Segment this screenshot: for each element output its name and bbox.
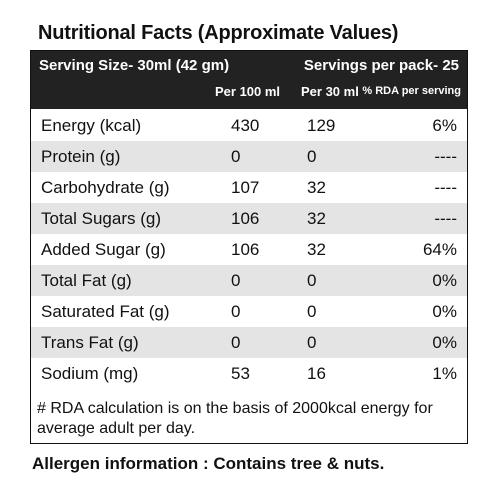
nutrient-name: Total Sugars (g) xyxy=(41,209,161,228)
nutrient-value: 32 xyxy=(307,178,326,197)
table-row: Protein (g) 0 0 ---- xyxy=(31,141,467,172)
table-row: Added Sugar (g) 106 32 64% xyxy=(31,234,467,265)
table-row: Total Sugars (g) 106 32 ---- xyxy=(31,203,467,234)
nutrient-value: 0 xyxy=(231,302,241,321)
table-row: Energy (kcal) 430 129 6% xyxy=(31,110,467,141)
serving-size: Serving Size- 30ml (42 gm) xyxy=(39,57,230,74)
nutrient-value: 32 xyxy=(307,240,326,259)
nutrient-value: 0 xyxy=(231,147,241,166)
table-row: Saturated Fat (g) 0 0 0% xyxy=(31,296,467,327)
column-header: Per 100 ml xyxy=(215,84,281,99)
nutrient-value: ---- xyxy=(434,147,457,166)
footnote: # RDA calculation is on the basis of 200… xyxy=(37,400,433,437)
table-row: Total Fat (g) 0 0 0% xyxy=(31,265,467,296)
nutrient-value: 0 xyxy=(307,147,317,166)
nutrient-name: Trans Fat (g) xyxy=(41,333,139,352)
servings-per-pack: Servings per pack- 25 xyxy=(303,57,459,74)
table-header: Serving Size- 30ml (42 gm) Servings per … xyxy=(31,51,467,109)
nutrient-value: 53 xyxy=(231,364,250,383)
column-header: % RDA per serving xyxy=(362,85,461,97)
nutrient-name: Protein (g) xyxy=(41,147,121,166)
nutrient-value: 106 xyxy=(231,240,260,259)
nutrient-name: Saturated Fat (g) xyxy=(41,302,170,321)
nutrient-value: 430 xyxy=(231,116,260,135)
nutrient-name: Energy (kcal) xyxy=(41,116,142,135)
title: Nutritional Facts (Approximate Values) xyxy=(38,22,399,44)
nutrient-value: 32 xyxy=(307,209,326,228)
nutrition-table: Serving Size- 30ml (42 gm) Servings per … xyxy=(30,50,468,444)
nutrient-name: Sodium (mg) xyxy=(41,364,139,383)
table-row: Sodium (mg) 53 16 1% xyxy=(31,358,467,389)
nutrient-value: 0 xyxy=(307,302,317,321)
nutrient-value: 129 xyxy=(307,116,336,135)
nutrient-value: 0 xyxy=(307,333,317,352)
nutrient-value: ---- xyxy=(434,178,457,197)
nutrient-name: Added Sugar (g) xyxy=(41,240,166,259)
table-row: Trans Fat (g) 0 0 0% xyxy=(31,327,467,358)
nutrient-value: 0 xyxy=(231,333,241,352)
nutrient-value: 0% xyxy=(432,333,457,352)
table-row: Carbohydrate (g) 107 32 ---- xyxy=(31,172,467,203)
nutrient-value: 107 xyxy=(231,178,260,197)
nutrient-name: Carbohydrate (g) xyxy=(41,178,170,197)
nutrient-value: ---- xyxy=(434,209,457,228)
nutrient-value: 0% xyxy=(432,302,457,321)
nutrient-value: 16 xyxy=(307,364,326,383)
nutrient-value: 1% xyxy=(432,364,457,383)
nutrient-value: 0% xyxy=(432,271,457,290)
allergen-info: Allergen information : Contains tree & n… xyxy=(32,454,385,473)
nutrient-value: 6% xyxy=(432,116,457,135)
nutrient-value: 106 xyxy=(231,209,260,228)
column-header: Per 30 ml xyxy=(301,84,359,99)
nutrient-name: Total Fat (g) xyxy=(41,271,132,290)
nutrient-value: 0 xyxy=(307,271,317,290)
nutrient-value: 64% xyxy=(422,240,457,259)
nutrient-value: 0 xyxy=(231,271,241,290)
